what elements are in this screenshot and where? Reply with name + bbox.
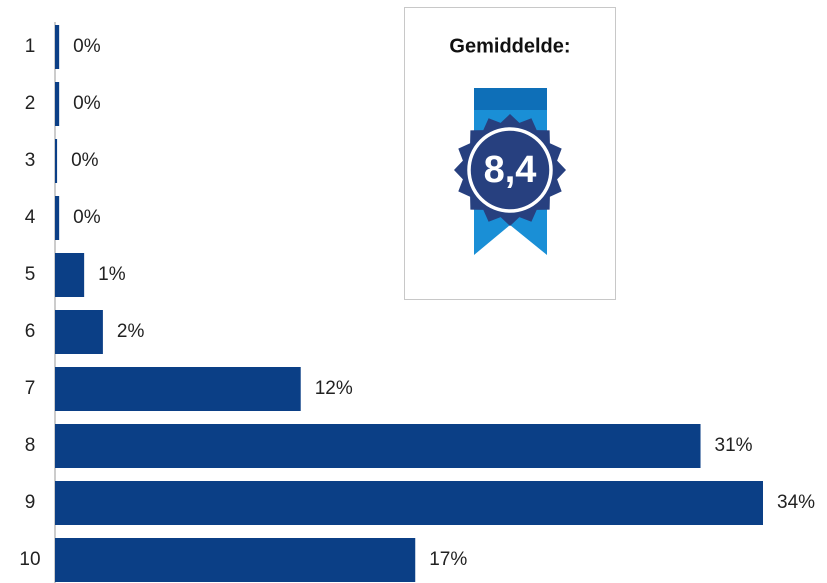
y-tick-label: 9 bbox=[25, 492, 36, 513]
y-tick-label: 1 bbox=[25, 36, 36, 57]
data-label: 0% bbox=[73, 207, 101, 228]
y-tick-label: 7 bbox=[25, 378, 36, 399]
y-tick-label: 6 bbox=[25, 321, 36, 342]
y-tick-label: 8 bbox=[25, 435, 36, 456]
bar bbox=[55, 196, 60, 240]
bar bbox=[55, 424, 701, 468]
y-tick-label: 5 bbox=[25, 264, 36, 285]
data-label: 1% bbox=[98, 264, 126, 285]
y-tick-label: 2 bbox=[25, 93, 36, 114]
y-tick-label: 4 bbox=[25, 207, 36, 228]
bar bbox=[55, 139, 58, 183]
data-label: 34% bbox=[777, 492, 815, 513]
bar bbox=[55, 82, 60, 126]
data-label: 2% bbox=[117, 321, 145, 342]
average-value: 8,4 bbox=[484, 149, 537, 191]
seal-ring bbox=[467, 127, 553, 213]
average-title: Gemiddelde: bbox=[449, 35, 570, 57]
data-label: 0% bbox=[73, 36, 101, 57]
data-label: 17% bbox=[429, 549, 467, 570]
y-tick-label: 3 bbox=[25, 150, 36, 171]
bar bbox=[55, 538, 416, 582]
bar bbox=[55, 25, 60, 69]
data-label: 0% bbox=[73, 93, 101, 114]
y-tick-label: 10 bbox=[19, 549, 40, 570]
data-label: 0% bbox=[71, 150, 99, 171]
bar bbox=[55, 310, 103, 354]
badge: 8,4 bbox=[454, 88, 566, 255]
data-label: 12% bbox=[315, 378, 353, 399]
bar bbox=[55, 253, 85, 297]
bar bbox=[55, 367, 301, 411]
bar bbox=[55, 481, 763, 525]
data-label: 31% bbox=[715, 435, 753, 456]
